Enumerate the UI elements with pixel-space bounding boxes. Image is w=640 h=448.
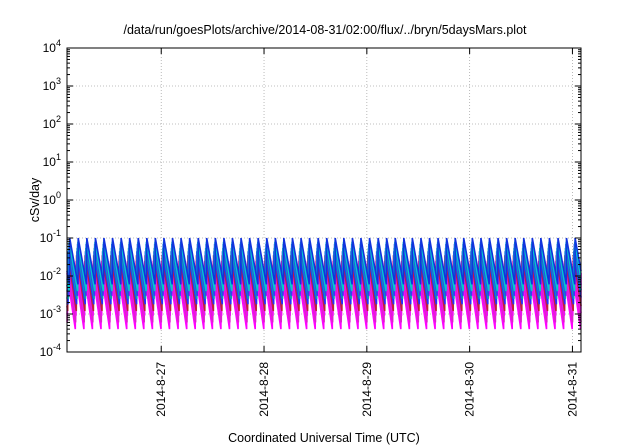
y-tick-exponent: 1 xyxy=(56,152,61,162)
y-axis-label: cSv/day xyxy=(28,177,42,222)
x-axis-ticks: 2014-8-27 2014-8-28 2014-8-29 2014-8-30 2014… xyxy=(154,48,579,417)
y-tick-label: 10-3 xyxy=(40,304,61,321)
y-tick-label: 10-2 xyxy=(40,266,61,283)
y-tick-label: 103 xyxy=(43,76,61,93)
y-tick-exponent: -1 xyxy=(53,228,61,238)
y-tick-base: 10 xyxy=(40,231,54,245)
y-tick-exponent: 4 xyxy=(56,38,61,48)
y-tick-exponent: -3 xyxy=(53,304,61,314)
y-tick-exponent: -2 xyxy=(53,266,61,276)
x-tick-label: 2014-8-31 xyxy=(565,362,579,417)
series-line xyxy=(66,237,582,285)
y-tick-label: 100 xyxy=(43,190,61,207)
x-tick-label: 2014-8-29 xyxy=(360,362,374,417)
y-tick-exponent: 3 xyxy=(56,76,61,86)
y-tick-base: 10 xyxy=(43,193,57,207)
data-series xyxy=(66,237,582,330)
y-tick-label: 10-4 xyxy=(40,342,61,359)
y-tick-base: 10 xyxy=(43,155,57,169)
series-line xyxy=(66,241,582,292)
y-tick-base: 10 xyxy=(40,307,54,321)
y-tick-base: 10 xyxy=(43,41,57,55)
y-tick-base: 10 xyxy=(40,345,54,359)
y-tick-base: 10 xyxy=(43,79,57,93)
y-tick-base: 10 xyxy=(40,269,54,283)
x-tick-label: 2014-8-27 xyxy=(154,362,168,417)
y-tick-exponent: 0 xyxy=(56,190,61,200)
x-axis-label: Coordinated Universal Time (UTC) xyxy=(228,431,420,445)
x-tick-label: 2014-8-28 xyxy=(257,362,271,417)
y-tick-label: 101 xyxy=(43,152,61,169)
y-tick-exponent: 2 xyxy=(56,114,61,124)
y-tick-base: 10 xyxy=(43,117,57,131)
y-tick-label: 102 xyxy=(43,114,61,131)
y-tick-label: 10-1 xyxy=(40,228,61,245)
x-tick-label: 2014-8-30 xyxy=(463,362,477,417)
chart-title: /data/run/goesPlots/archive/2014-08-31/0… xyxy=(123,23,527,37)
y-tick-exponent: -4 xyxy=(53,342,61,352)
y-tick-label: 104 xyxy=(43,38,61,55)
